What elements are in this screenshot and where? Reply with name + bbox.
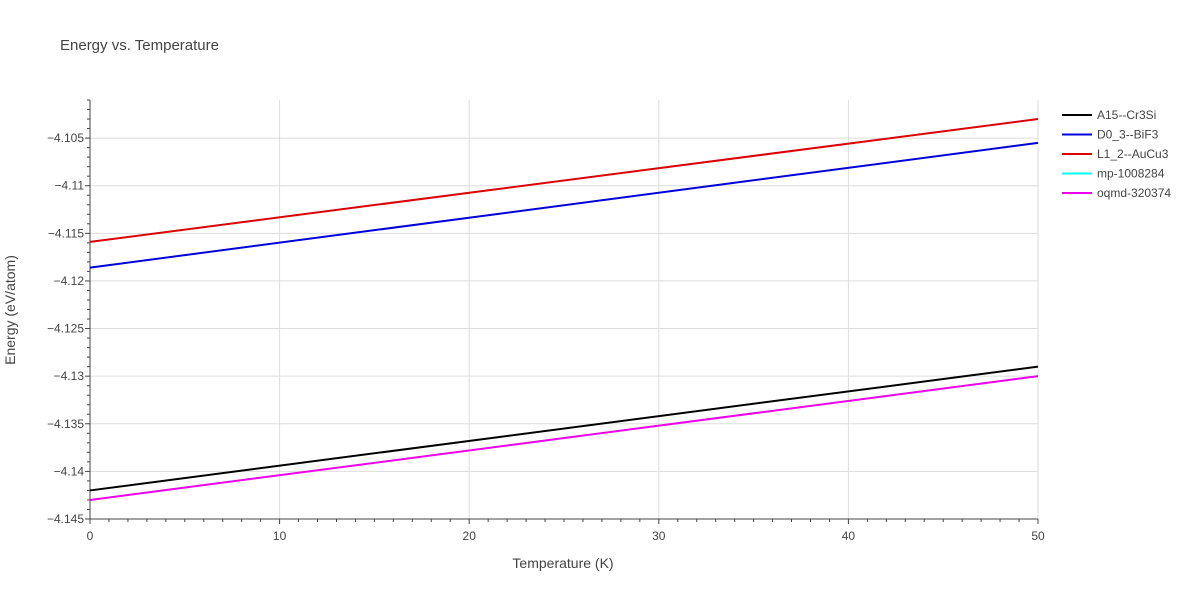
- axes: 0 10 20 30 40 50 −4.145 −4.14 −4.135 −4.13 −4.125 −…: [47, 99, 1045, 543]
- plot-area: [89, 118, 1039, 501]
- legend-label: D0_3--BiF3: [1097, 128, 1159, 142]
- x-tick-label: 20: [463, 529, 477, 543]
- legend-label: L1_2--AuCu3: [1097, 147, 1169, 161]
- series-line: [89, 118, 1039, 243]
- y-tick-label: −4.13: [54, 369, 85, 383]
- y-tick-label: −4.12: [54, 274, 85, 288]
- y-tick-label: −4.135: [47, 417, 84, 431]
- x-tick-label: 10: [273, 529, 287, 543]
- legend[interactable]: A15--Cr3Si D0_3--BiF3 L1_2--AuCu3 mp-100828…: [1062, 108, 1171, 200]
- y-tick-label: −4.105: [47, 131, 84, 145]
- grid: [90, 100, 1039, 519]
- y-tick-label: −4.14: [54, 464, 85, 478]
- series-line: [89, 141, 1039, 269]
- legend-item[interactable]: mp-1008284: [1062, 167, 1165, 181]
- y-tick-label: −4.145: [47, 512, 84, 526]
- legend-item[interactable]: A15--Cr3Si: [1062, 108, 1156, 122]
- x-tick-label: 30: [652, 529, 666, 543]
- y-tick-label: −4.11: [55, 179, 85, 193]
- series-line: [89, 375, 1039, 501]
- x-axis-title: Temperature (K): [512, 555, 613, 571]
- legend-label: oqmd-320374: [1097, 186, 1171, 200]
- legend-label: A15--Cr3Si: [1097, 108, 1156, 122]
- legend-item[interactable]: L1_2--AuCu3: [1062, 147, 1169, 161]
- legend-item[interactable]: oqmd-320374: [1062, 186, 1171, 200]
- y-axis-title: Energy (eV/atom): [2, 255, 18, 365]
- x-tick-label: 0: [87, 529, 94, 543]
- series-line: [89, 365, 1039, 492]
- y-tick-label: −4.115: [48, 226, 84, 240]
- y-tick-label: −4.125: [47, 322, 84, 336]
- legend-label: mp-1008284: [1097, 167, 1165, 181]
- x-tick-label: 40: [842, 529, 856, 543]
- legend-item[interactable]: D0_3--BiF3: [1062, 128, 1159, 142]
- chart-title: Energy vs. Temperature: [60, 37, 219, 54]
- x-tick-label: 50: [1031, 529, 1045, 543]
